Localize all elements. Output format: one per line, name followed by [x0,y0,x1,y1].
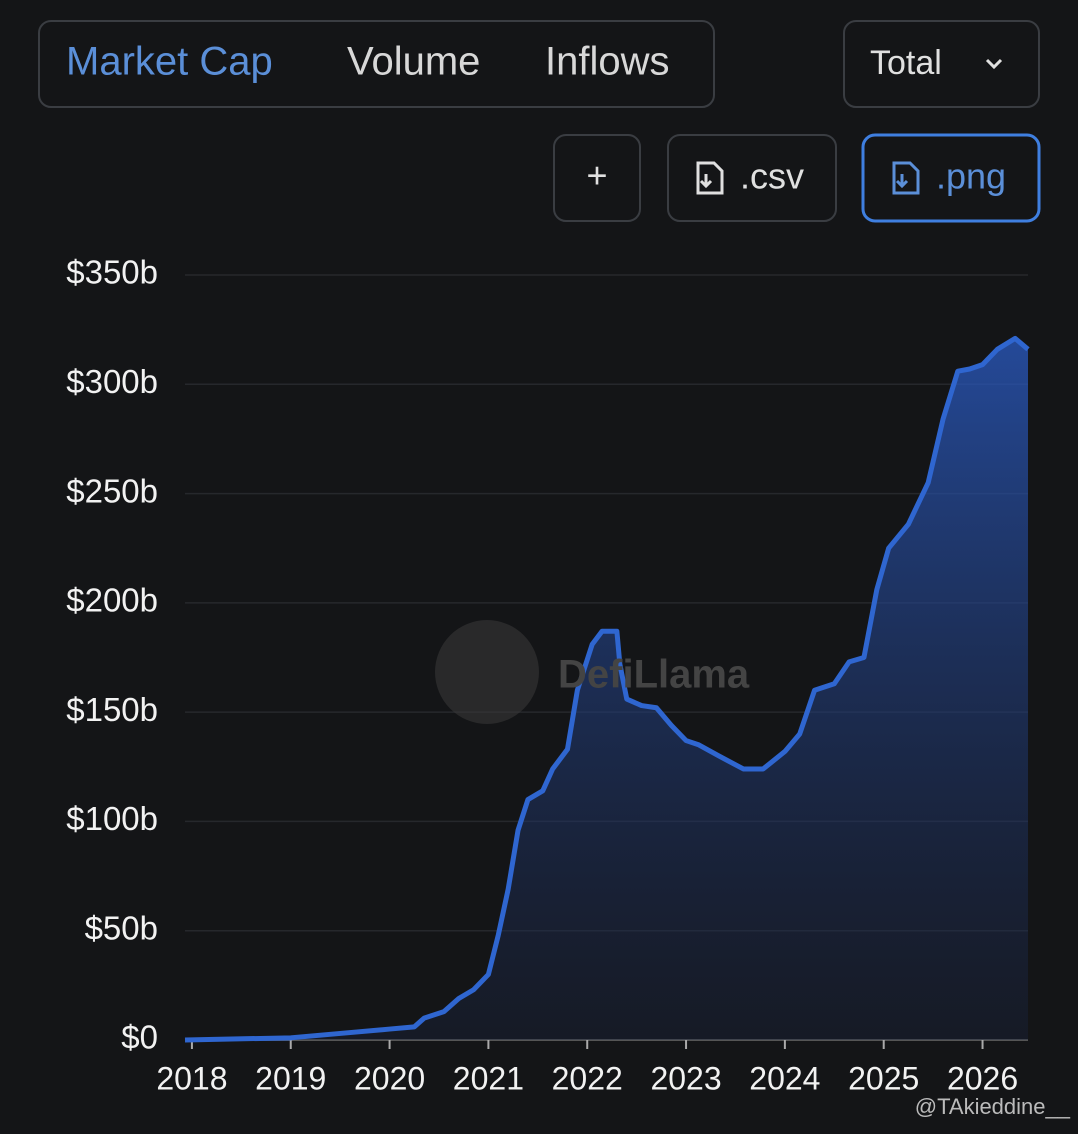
x-tick-label: 2026 [947,1060,1018,1096]
watermark: DefiLlama [558,653,750,697]
add-button[interactable] [553,134,641,222]
y-tick-label: $50b [85,909,158,946]
area [185,338,1028,1040]
x-tick-label: 2021 [453,1060,524,1096]
download-icon [696,161,724,195]
y-tick-label: $100b [66,800,158,837]
x-tick-label: 2023 [650,1060,721,1096]
watermark-logo [435,620,539,724]
tab[interactable]: Volume [347,40,480,84]
y-tick-label: $200b [66,582,158,619]
line [184,335,1030,1043]
y-tick-label: $0 [121,1019,158,1056]
plot: $0 $50b $100b $150b $200b $250b $300b $350b 2018… [66,254,1030,1096]
tab-group [38,20,715,108]
credit: @TAkieddine__ [915,1094,1071,1119]
y-tick-label: $300b [66,363,158,400]
png-button[interactable] [861,133,1041,223]
x-tick-label: 2019 [255,1060,326,1096]
tab[interactable]: Market Cap [66,40,273,84]
add-label[interactable]: + [586,155,607,196]
tab[interactable]: Inflows [545,40,670,84]
x-tick-label: 2018 [156,1060,227,1096]
x-tick-label: 2024 [749,1060,820,1096]
dropdown[interactable] [843,20,1040,108]
dropdown-label[interactable]: Total [870,44,942,82]
chevron-icon [985,58,1003,70]
csv-button[interactable] [667,134,837,222]
png-label[interactable]: .png [936,156,1006,197]
y-tick-label: $150b [66,691,158,728]
x-tick-label: 2025 [848,1060,919,1096]
x-tick-label: 2020 [354,1060,425,1096]
csv-label[interactable]: .csv [740,156,804,197]
download-icon [892,161,920,195]
x-tick-label: 2022 [552,1060,623,1096]
y-tick-label: $250b [66,472,158,509]
y-tick-label: $350b [66,254,158,291]
